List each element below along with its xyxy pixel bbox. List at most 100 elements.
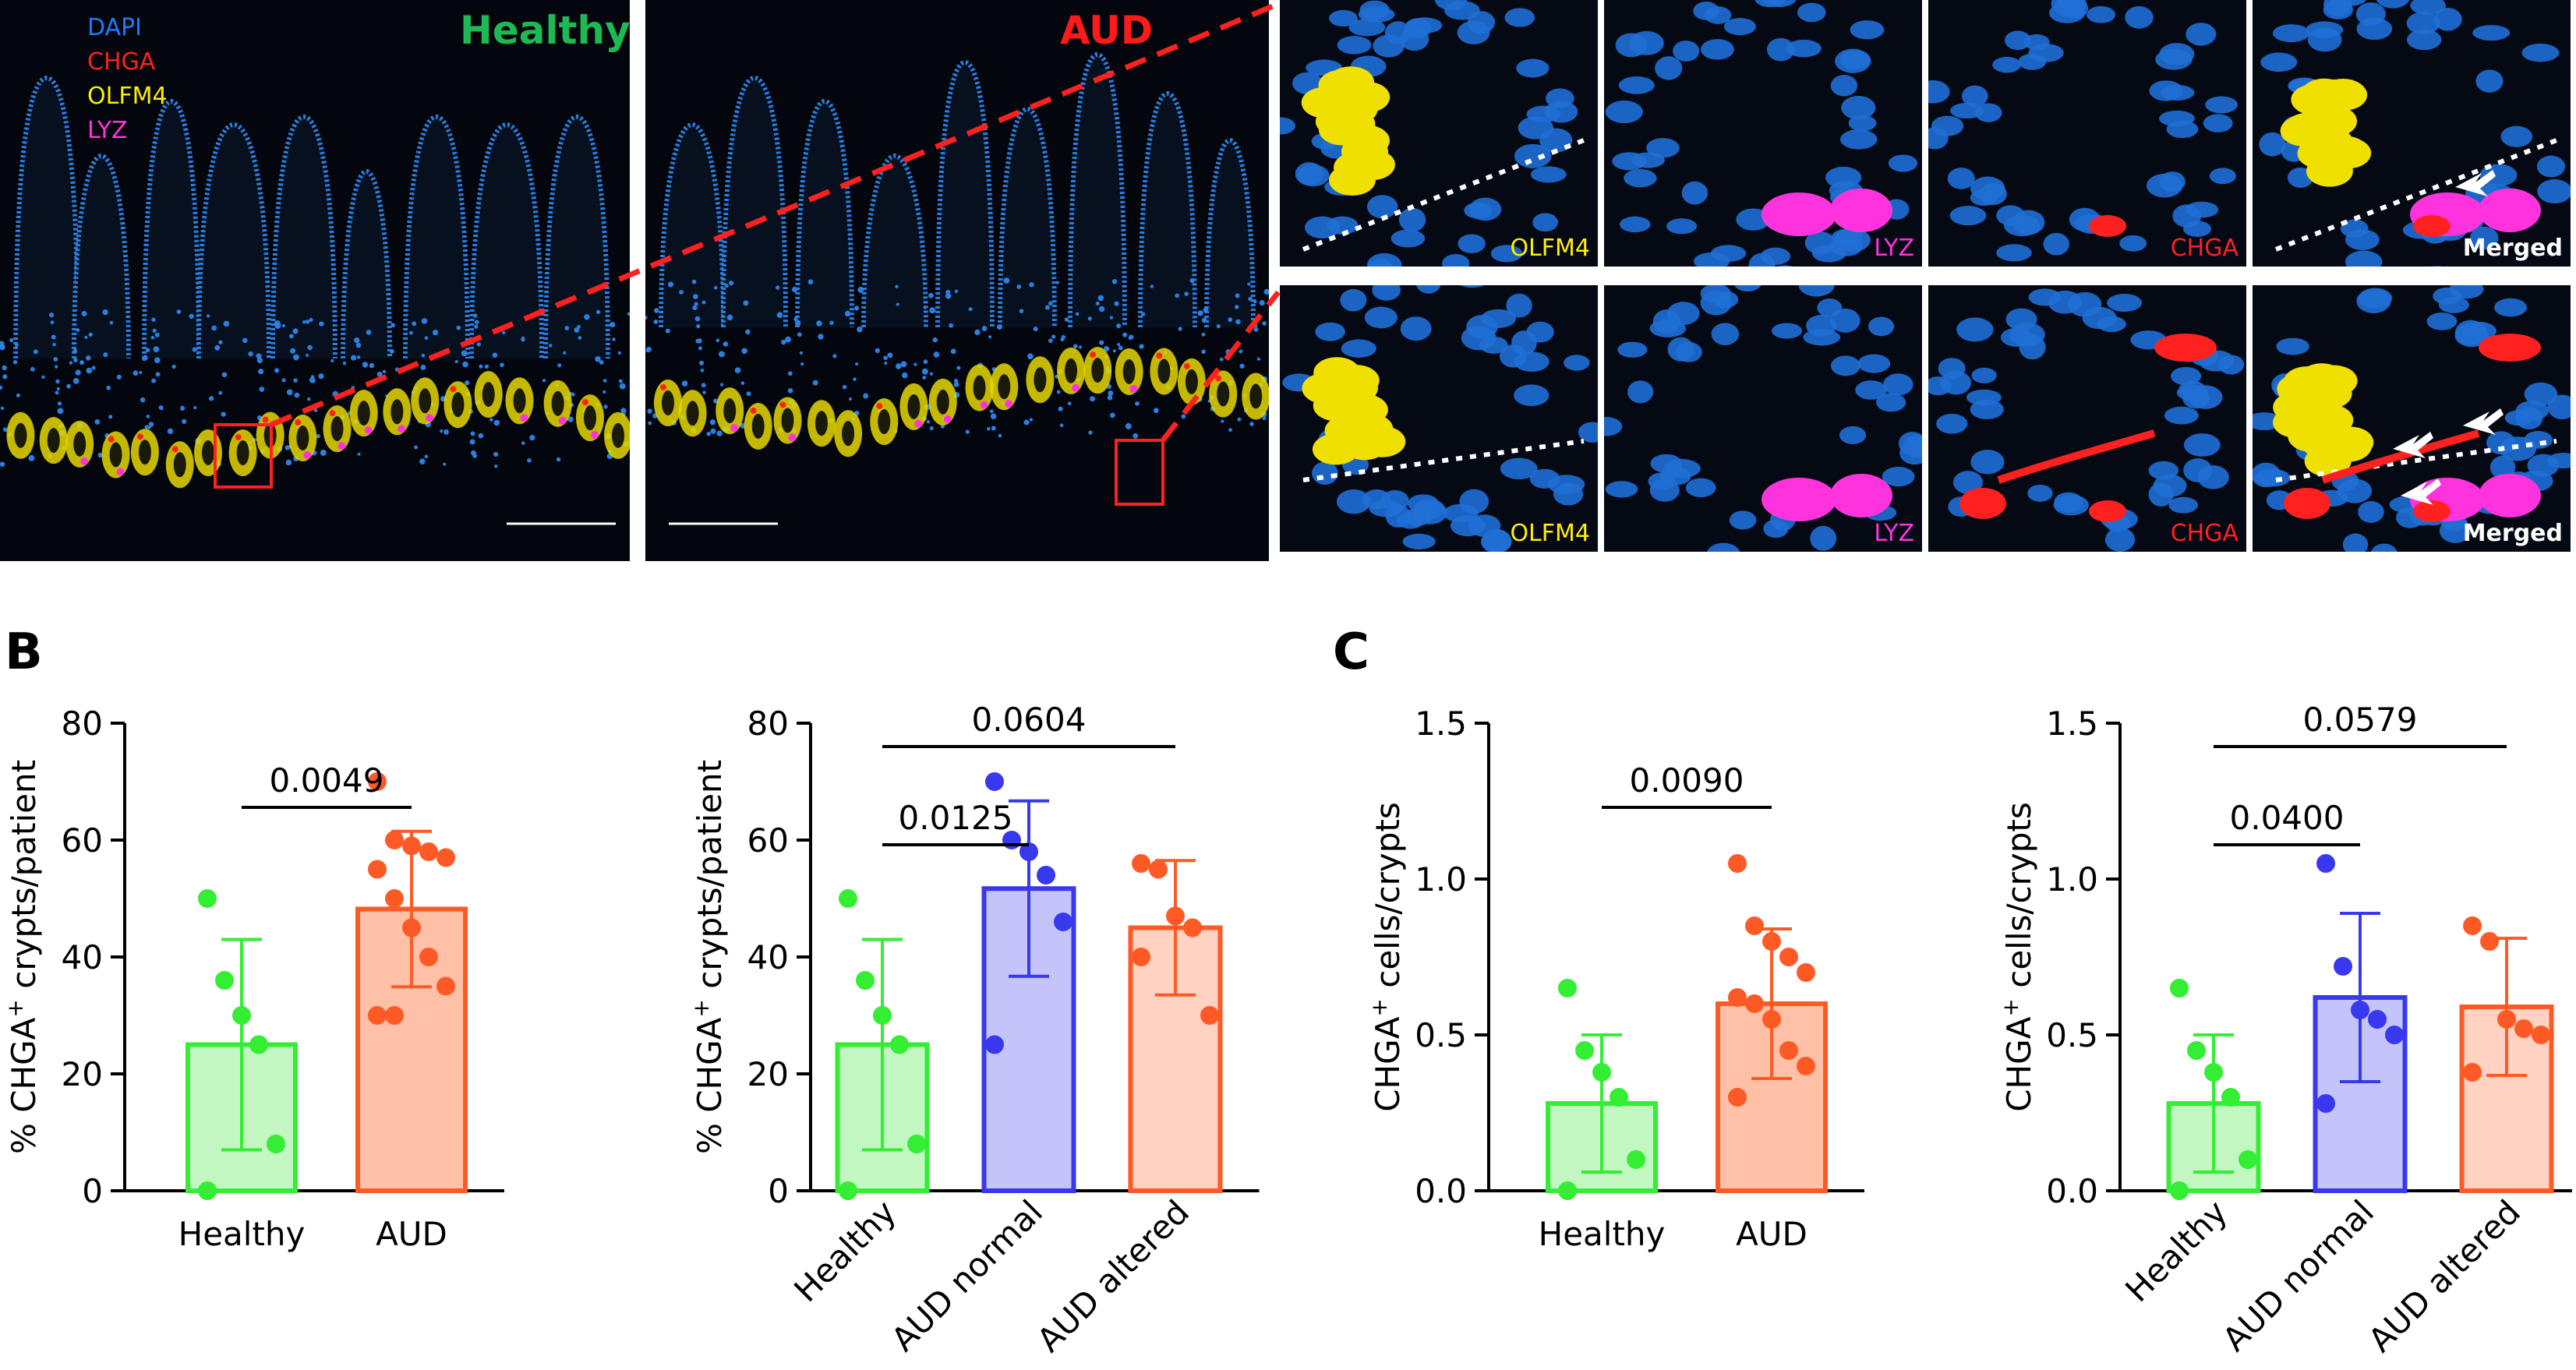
data-point (2170, 1181, 2189, 1200)
data-point (1610, 1088, 1628, 1107)
data-point (1132, 948, 1150, 966)
data-point (402, 918, 421, 937)
zoom-label-olfm4: OLFM4 (1510, 235, 1590, 262)
arrow-icon (2455, 170, 2496, 196)
healthy-zoom-box (214, 423, 273, 489)
dapi-legend-label: DAPI (87, 14, 143, 41)
y-tick-label: 0 (768, 1172, 789, 1210)
y-tick-label: 0.5 (1415, 1016, 1467, 1054)
y-tick-label: 80 (62, 704, 103, 743)
data-point (1797, 963, 1815, 982)
data-point (890, 1035, 909, 1054)
data-point (1745, 916, 1764, 935)
data-point (2334, 957, 2352, 976)
data-point (2187, 1041, 2206, 1060)
chga-legend-label: CHGA (87, 48, 156, 76)
x-tick-label: Healthy (1539, 1215, 1666, 1253)
data-point (436, 976, 455, 996)
y-tick-label: 0.0 (1415, 1172, 1467, 1210)
data-point (385, 889, 404, 908)
zoom-image-r1-olfm4: OLFM4 (1280, 0, 1598, 267)
y-tick-label: 1.5 (2046, 704, 2098, 743)
bar-aud (355, 906, 468, 1193)
y-tick-label: 80 (747, 704, 789, 743)
data-point (839, 1181, 857, 1200)
data-point (1558, 1181, 1577, 1200)
data-point (2221, 1088, 2240, 1107)
x-tick-label: Healthy (2118, 1192, 2235, 1309)
data-point (985, 772, 1004, 791)
arrow-icon (2393, 432, 2433, 458)
data-point (1762, 932, 1781, 951)
y-tick-label: 1.5 (1415, 704, 1467, 743)
y-tick-label: 1.0 (1415, 860, 1467, 899)
y-tick-label: 20 (747, 1055, 789, 1093)
p-value-label: 0.0049 (270, 761, 384, 800)
data-point (232, 1006, 251, 1025)
p-value-label: 0.0400 (2230, 799, 2345, 837)
y-tick-label: 60 (747, 821, 789, 860)
data-point (1575, 1041, 1594, 1060)
crypt-band (645, 277, 1269, 457)
data-point (198, 889, 217, 908)
data-point (215, 971, 234, 990)
data-point (1054, 913, 1072, 931)
zoom-image-r1-merged: Merged (2253, 0, 2571, 267)
y-tick-label: 40 (62, 938, 103, 976)
crypt-band (0, 309, 630, 489)
data-point (1762, 1010, 1781, 1029)
data-point (2497, 1010, 2516, 1029)
y-tick-label: 1.0 (2046, 860, 2098, 899)
data-point (267, 1135, 285, 1153)
chart-chga-cells-healthy-vs-aud: 0.0 0.5 1.0 1.5 CHGA+ cells/crypts Healthy AUD… (1366, 704, 1864, 1253)
data-point (2385, 1026, 2404, 1044)
data-point (1728, 854, 1747, 873)
healthy-image-title: Healthy (460, 8, 631, 53)
zoom-label-lyz: LYZ (1874, 520, 1914, 547)
data-point (1728, 1088, 1747, 1107)
data-point (2532, 1026, 2550, 1044)
data-point (2316, 854, 2335, 873)
aud-zoom-connector (1161, 290, 1281, 443)
data-point (1132, 854, 1150, 873)
data-point (436, 848, 455, 867)
data-point (1200, 1006, 1219, 1025)
data-point (2239, 1150, 2257, 1169)
y-tick-label: 20 (62, 1055, 103, 1093)
y-tick-label: 0 (82, 1172, 103, 1210)
aud-image-title: AUD (1060, 8, 1154, 53)
y-tick-label: 60 (62, 821, 103, 860)
x-tick-label: AUD (1736, 1215, 1807, 1253)
data-point (839, 889, 857, 908)
aud-zoom-box (1115, 439, 1164, 506)
data-point (1558, 979, 1577, 997)
data-point (2514, 1019, 2533, 1038)
x-tick-label: Healthy (786, 1192, 903, 1309)
data-point (1797, 1057, 1815, 1075)
p-value-label: 0.0579 (2303, 701, 2418, 739)
data-point (402, 836, 421, 856)
data-point (419, 948, 438, 966)
data-point (873, 1006, 892, 1025)
data-point (856, 971, 875, 990)
data-point (1779, 948, 1798, 966)
zoom-label-olfm4: OLFM4 (1510, 520, 1590, 547)
data-point (2316, 1094, 2335, 1113)
p-value-label: 0.0604 (972, 701, 1087, 739)
data-point (249, 1035, 268, 1054)
y-axis-label: CHGA+ cells/crypts (1366, 802, 1407, 1112)
data-point (2463, 1063, 2482, 1082)
zoom-label-chga: CHGA (2170, 235, 2239, 262)
data-point (368, 772, 387, 791)
zoom-image-r2-lyz: LYZ (1604, 285, 1922, 552)
zoom-image-r2-olfm4: OLFM4 (1280, 285, 1598, 552)
p-value-label: 0.0125 (899, 799, 1013, 837)
data-point (2368, 1010, 2387, 1029)
data-point (1592, 1063, 1611, 1082)
y-tick-label: 0.0 (2046, 1172, 2098, 1210)
data-point (198, 1181, 217, 1200)
data-point (385, 831, 404, 849)
data-point (419, 842, 438, 861)
zoom-label-merged: Merged (2462, 235, 2563, 262)
